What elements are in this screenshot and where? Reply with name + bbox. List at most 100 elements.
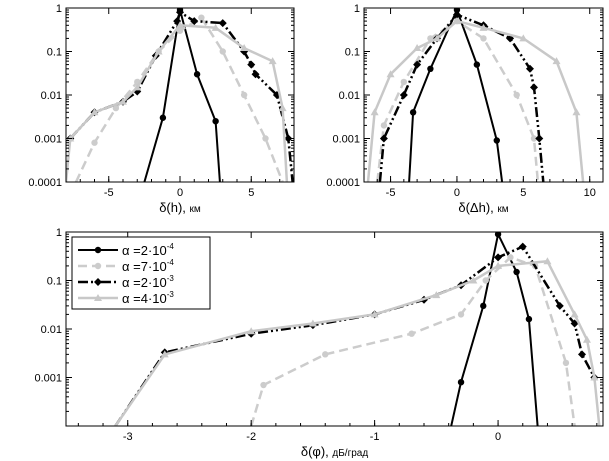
legend-label-exponent: -3 — [167, 274, 175, 283]
x-tick-label: 0 — [495, 431, 501, 443]
y-tick-label: 0.01 — [41, 324, 62, 336]
series-line-1 — [408, 9, 504, 182]
plot-frame — [65, 7, 295, 183]
x-axis-label-main: δ(h), — [159, 200, 189, 215]
data-point — [247, 60, 256, 69]
data-point — [119, 97, 127, 105]
data-point — [513, 268, 520, 276]
y-tick-label: 0.1 — [47, 276, 62, 288]
series-line-2 — [250, 256, 576, 426]
data-point — [211, 23, 220, 31]
data-point — [413, 44, 422, 52]
data-point — [91, 139, 98, 146]
series-line-4 — [66, 24, 289, 182]
data-point — [370, 108, 379, 116]
x-tick-label: -3 — [123, 431, 133, 443]
data-point — [473, 61, 481, 68]
data-point — [218, 19, 227, 28]
data-point — [457, 379, 465, 386]
data-point — [260, 381, 267, 389]
data-point — [570, 310, 579, 318]
data-point — [494, 253, 503, 262]
y-tick-label: 0.001 — [34, 134, 62, 146]
series-line-1 — [143, 9, 221, 182]
data-point — [322, 351, 329, 358]
legend-label-2: α =7·10-4 — [122, 258, 174, 274]
y-tick-label: 0.1 — [47, 47, 62, 59]
data-point — [469, 276, 478, 284]
data-point — [240, 44, 249, 52]
x-tick-label: -2 — [246, 431, 256, 443]
data-point — [525, 315, 533, 323]
series-line-3 — [69, 10, 294, 182]
series-line-3 — [378, 13, 545, 182]
x-axis-label-main: δ(φ), — [301, 444, 333, 459]
data-point — [555, 301, 564, 310]
data-point — [494, 261, 503, 269]
data-point — [399, 91, 408, 99]
data-point — [427, 65, 434, 73]
data-point — [90, 108, 99, 116]
legend-label-exponent: -4 — [167, 242, 175, 251]
x-axis-label-unit: км — [497, 204, 508, 215]
data-point — [529, 83, 538, 92]
data-point — [452, 17, 461, 25]
chart-panel-2: 1 0.1 0.01 0.001 0.0001 -5 0 5 10 δ(Δh), км — [326, 3, 604, 215]
legend-label-3: α =2·10-3 — [122, 274, 174, 290]
x-tick-label: 5 — [520, 187, 526, 199]
data-point — [160, 350, 169, 358]
data-point — [251, 70, 260, 79]
data-point — [525, 64, 534, 73]
series-group — [366, 8, 585, 182]
x-tick-label: 0 — [177, 187, 183, 199]
y-tick-label: 0.01 — [41, 90, 62, 102]
chart-panel-3: 1 0.1 0.01 0.001 -3 -2 -1 0 δ(φ), дБ/град — [34, 227, 604, 459]
data-point — [562, 359, 570, 367]
data-point — [386, 70, 395, 78]
data-point — [278, 104, 287, 112]
legend-label-4: α =4·10-3 — [122, 290, 174, 306]
data-point — [518, 242, 527, 251]
data-point — [240, 91, 248, 99]
data-point — [432, 291, 441, 299]
data-point — [193, 71, 201, 78]
data-point — [507, 254, 514, 261]
data-point — [400, 78, 408, 86]
data-point — [247, 327, 256, 335]
data-point — [308, 319, 317, 327]
x-tick-label: -1 — [370, 431, 380, 443]
y-tick-label: 0.01 — [339, 90, 360, 102]
data-point — [530, 135, 538, 142]
data-point — [590, 373, 599, 381]
data-point — [457, 311, 465, 318]
y-tick-label: 1 — [354, 3, 360, 15]
legend-marker — [94, 246, 102, 254]
data-point — [482, 277, 489, 284]
data-point — [535, 134, 544, 143]
data-point — [379, 134, 388, 143]
data-point — [570, 319, 579, 328]
data-point — [212, 117, 219, 125]
data-point — [433, 34, 442, 42]
legend-marker — [94, 294, 102, 301]
legend-label-text: α =2·10 — [122, 243, 167, 258]
legend: α =2·10-4α =7·10-4α =2·10-3α =4·10-3 — [71, 236, 211, 310]
x-tick-label: -5 — [386, 187, 396, 199]
legend-label-text: α =2·10 — [122, 275, 167, 290]
data-point — [480, 35, 487, 42]
data-point — [219, 48, 226, 55]
data-point — [513, 91, 520, 99]
legend-label-exponent: -3 — [167, 290, 175, 299]
y-tick-label: 0.1 — [345, 47, 360, 59]
legend-label-exponent: -4 — [167, 258, 175, 267]
x-tick-label: 0 — [454, 187, 460, 199]
data-point — [409, 109, 417, 116]
legend-marker — [94, 262, 102, 270]
data-point — [519, 34, 528, 42]
data-point — [552, 57, 561, 65]
series-group — [114, 232, 601, 426]
x-tick-label: -5 — [104, 187, 114, 199]
data-point — [112, 104, 120, 112]
x-axis-label-unit: км — [190, 204, 201, 215]
